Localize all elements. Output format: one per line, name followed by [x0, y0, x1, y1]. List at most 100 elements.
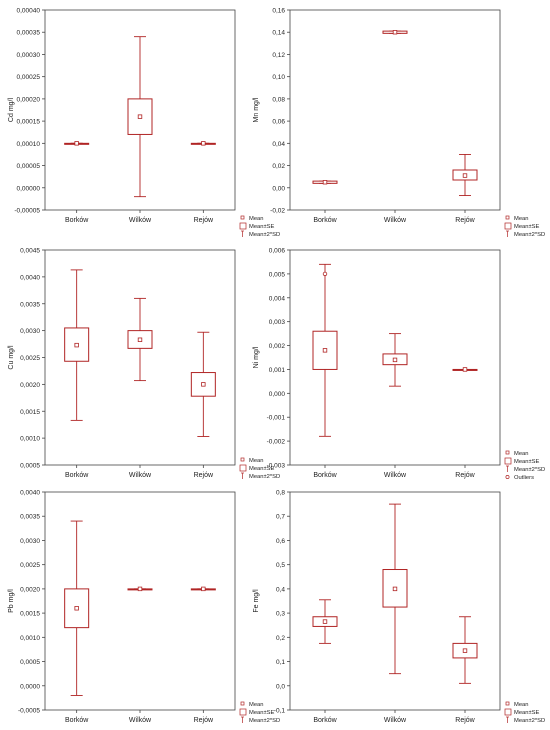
y-tick-label: 0,10	[272, 74, 285, 81]
y-tick-label: 0,1	[276, 659, 285, 666]
legend-mean-swatch	[240, 701, 245, 706]
y-tick-label: -0,0005	[18, 708, 40, 715]
y-tick-label: 0,06	[272, 119, 285, 126]
x-tick-label: Wilków	[384, 717, 407, 724]
y-tick-label: 0,001	[269, 367, 286, 374]
y-tick-label: 0,00040	[17, 8, 41, 15]
y-tick-label: 0,000	[269, 391, 286, 398]
x-tick-label: Rejów	[455, 217, 475, 224]
y-tick-label: 0,04	[272, 141, 285, 148]
x-tick-label: Wilków	[129, 472, 152, 479]
se-box	[382, 569, 408, 608]
legend-label: Mean±2*SD	[249, 474, 280, 480]
mean-marker	[137, 114, 143, 119]
y-tick-label: 0,0010	[20, 635, 40, 642]
x-tick-label: Borków	[65, 472, 89, 479]
mean-marker	[392, 30, 398, 35]
mean-marker	[74, 141, 79, 146]
y-tick-label: 0,8	[276, 490, 285, 497]
chart-panel-3: -0,003 -0,002 -0,001 0,000 0,001 0,002 0,003 0,…	[253, 248, 545, 482]
box-Rejów	[452, 616, 478, 684]
legend-label: Mean±2*SD	[514, 467, 545, 473]
mean-marker	[392, 357, 398, 363]
box-Rejów	[452, 367, 478, 372]
y-tick-label: 0,002	[269, 343, 286, 350]
box-Wilków	[127, 297, 153, 382]
chart-panel-4: -0,0005 0,0000 0,0005 0,0010 0,0015 0,0020 0,0…	[8, 490, 280, 725]
y-axis-label: Pb mg/l	[8, 589, 15, 613]
x-tick-label: Rejów	[194, 217, 214, 224]
y-tick-label: 0,12	[272, 52, 285, 59]
chart-panel-0: -0,00005 0,00000 0,00005 0,00010 0,00015 0,00…	[8, 8, 280, 239]
box-Wilków	[382, 503, 408, 675]
box-Rejów	[190, 141, 216, 146]
mean-marker	[201, 382, 206, 387]
legend-label: Mean	[514, 451, 529, 457]
mean-marker	[322, 348, 328, 353]
legend-mean-swatch	[240, 215, 245, 220]
legend-mean-swatch	[240, 457, 245, 462]
legend-se-swatch	[504, 708, 512, 716]
y-tick-label: 0,0020	[20, 382, 40, 389]
legend-outlier-swatch	[505, 475, 510, 479]
y-tick-label: 0,0040	[20, 490, 40, 497]
x-tick-label: Rejów	[455, 717, 475, 724]
legend-label: Mean	[249, 702, 264, 708]
y-axis-label: Cu mg/l	[8, 345, 15, 370]
y-tick-label: 0,16	[272, 8, 285, 15]
x-tick-label: Borków	[313, 217, 337, 224]
mean-marker	[462, 173, 468, 178]
y-tick-label: 0,5	[276, 562, 285, 569]
chart-panel-1: -0,02 0,00 0,02 0,04 0,06 0,08 0,10 0,12 0,14 0,1…	[253, 8, 545, 239]
box-Borków	[64, 141, 90, 146]
legend-label: Mean	[249, 458, 264, 464]
legend-se-swatch	[239, 464, 247, 472]
x-tick-label: Borków	[65, 717, 89, 724]
y-tick-label: 0,0025	[20, 562, 40, 569]
y-tick-label: 0,2	[276, 635, 285, 642]
box-Borków	[312, 180, 338, 185]
y-tick-label: 0,0015	[20, 611, 40, 618]
box-Rejów	[452, 153, 478, 197]
mean-marker	[322, 180, 328, 185]
x-tick-label: Wilków	[384, 217, 407, 224]
mean-marker	[462, 648, 468, 653]
box-Rejów	[190, 586, 216, 592]
y-tick-label: 0,0035	[20, 301, 40, 308]
legend-label: Mean	[514, 702, 529, 708]
y-tick-label: 0,00	[272, 185, 285, 192]
y-tick-label: 0,00030	[17, 52, 41, 59]
y-tick-label: 0,00035	[17, 30, 41, 37]
y-tick-label: -0,002	[267, 439, 286, 446]
mean-marker	[392, 586, 398, 592]
legend-label: Mean±SE	[249, 224, 275, 230]
box-Wilków	[127, 586, 153, 592]
legend-se-swatch	[239, 708, 247, 716]
mean-marker	[201, 586, 206, 592]
legend-se-swatch	[504, 222, 512, 230]
y-tick-label: 0,7	[276, 514, 285, 521]
mean-marker	[137, 337, 143, 342]
mean-marker	[201, 141, 206, 146]
y-tick-label: 0,6	[276, 538, 285, 545]
legend-label: Mean±2*SD	[514, 718, 545, 724]
legend-label: Mean±2*SD	[249, 232, 280, 238]
legend-label: Mean	[514, 216, 529, 222]
y-tick-label: -0,1	[274, 708, 286, 715]
y-axis-label: Mn mg/l	[253, 97, 260, 122]
y-tick-label: 0,004	[269, 295, 286, 302]
box-Wilków	[127, 36, 153, 198]
y-tick-label: -0,001	[267, 415, 286, 422]
mean-marker	[322, 619, 328, 624]
y-tick-label: 0,003	[269, 319, 286, 326]
y-axis-label: Cd mg/l	[8, 98, 15, 123]
mean-marker	[137, 586, 143, 592]
box-Wilków	[382, 333, 408, 387]
mean-marker	[74, 342, 79, 348]
chart-panel-2: 0,0005 0,0010 0,0015 0,0020 0,0025 0,0030 0,00…	[8, 248, 280, 481]
y-tick-label: 0,3	[276, 611, 285, 618]
legend-label: Mean±2*SD	[249, 718, 280, 724]
y-tick-label: 0,006	[269, 248, 286, 255]
x-tick-label: Borków	[313, 717, 337, 724]
